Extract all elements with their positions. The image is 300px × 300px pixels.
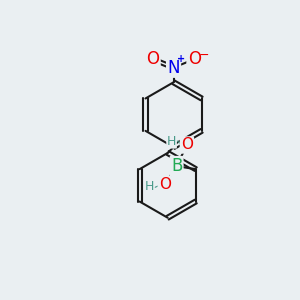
Text: H: H — [145, 180, 154, 193]
Text: O: O — [146, 50, 159, 68]
Text: O: O — [188, 50, 201, 68]
Text: H: H — [167, 135, 176, 148]
Text: O: O — [181, 137, 193, 152]
Text: B: B — [171, 157, 182, 175]
Text: +: + — [177, 54, 185, 64]
Text: N: N — [167, 58, 180, 76]
Text: −: − — [198, 49, 209, 62]
Text: O: O — [159, 177, 171, 192]
